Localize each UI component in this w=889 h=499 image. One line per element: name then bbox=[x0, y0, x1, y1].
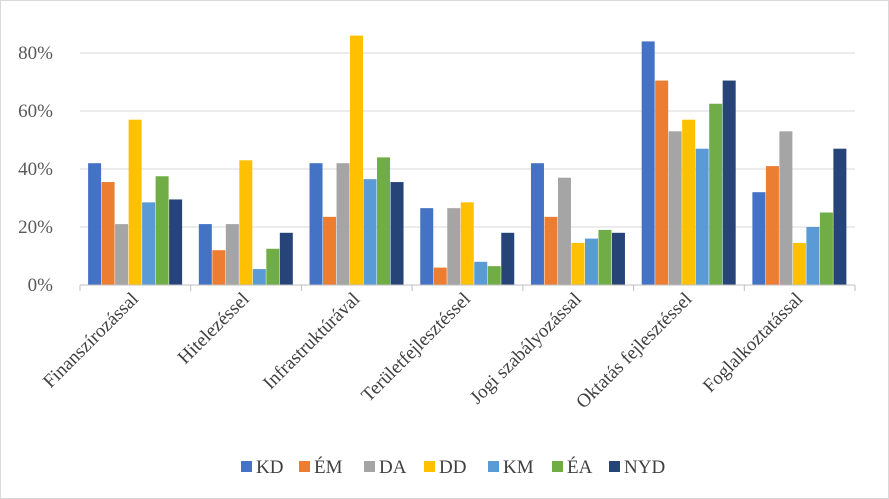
bar-ÉM-4 bbox=[544, 216, 558, 285]
x-axis bbox=[79, 284, 856, 291]
bar-DA-3 bbox=[447, 208, 461, 285]
bar-KD-6 bbox=[752, 192, 766, 285]
legend-swatch-KD bbox=[241, 461, 252, 472]
bar-NYD-3 bbox=[501, 232, 515, 285]
bar-ÉA-4 bbox=[598, 229, 612, 285]
bar-DD-0 bbox=[128, 119, 142, 285]
x-category-label: Oktatás fejlesztéssel bbox=[572, 289, 696, 413]
bar-NYD-1 bbox=[279, 232, 293, 285]
bar-NYD-4 bbox=[611, 232, 625, 285]
legend: KD ÉM DA DD KM ÉA NYD bbox=[241, 456, 665, 478]
bar-ÉM-6 bbox=[765, 166, 779, 285]
bar-ÉM-1 bbox=[212, 250, 226, 285]
bar-KM-4 bbox=[584, 238, 598, 285]
bar-KM-3 bbox=[474, 261, 488, 285]
bar-DA-0 bbox=[115, 224, 129, 285]
bar-DD-2 bbox=[350, 35, 364, 285]
bar-KD-5 bbox=[641, 41, 655, 286]
legend-label-ÉA: ÉA bbox=[567, 456, 593, 478]
bar-ÉM-3 bbox=[433, 267, 447, 285]
bar-DA-4 bbox=[557, 177, 571, 285]
bar-KD-2 bbox=[309, 163, 323, 285]
bar-ÉA-6 bbox=[819, 212, 833, 285]
bar-ÉM-2 bbox=[323, 216, 337, 285]
bar-KD-4 bbox=[530, 163, 544, 285]
x-category-label: Finanszírozással bbox=[39, 289, 143, 393]
y-tick-label: 60% bbox=[18, 101, 53, 122]
legend-swatch-ÉA bbox=[552, 461, 563, 472]
legend-label-DA: DA bbox=[379, 457, 407, 478]
bar-ÉA-2 bbox=[377, 157, 391, 285]
bar-DD-6 bbox=[792, 242, 806, 285]
bar-NYD-0 bbox=[169, 199, 183, 285]
legend-label-KM: KM bbox=[503, 457, 534, 478]
legend-swatch-NYD bbox=[609, 461, 620, 472]
x-category-label: Infrastruktúrával bbox=[259, 289, 364, 394]
bars bbox=[88, 35, 847, 286]
bar-KD-0 bbox=[88, 163, 102, 285]
bar-DD-1 bbox=[239, 160, 253, 285]
bar-KM-5 bbox=[695, 148, 709, 285]
x-axis-category-labels: Finanszírozással Hitelezéssel Infrastruktú… bbox=[39, 289, 807, 413]
bar-ÉA-5 bbox=[709, 103, 723, 285]
y-tick-label: 0% bbox=[28, 275, 54, 296]
bar-KM-2 bbox=[363, 179, 377, 285]
bar-DA-5 bbox=[668, 131, 682, 285]
bar-DD-3 bbox=[460, 202, 474, 285]
y-tick-label: 20% bbox=[18, 217, 53, 238]
bar-ÉA-0 bbox=[155, 176, 169, 285]
legend-label-DD: DD bbox=[439, 457, 466, 478]
legend-swatch-KM bbox=[488, 461, 499, 472]
y-axis-tick-labels: 0% 20% 40% 60% 80% bbox=[18, 43, 53, 296]
x-category-label: Foglalkoztatással bbox=[699, 289, 807, 397]
bar-DA-2 bbox=[336, 163, 350, 285]
legend-label-ÉM: ÉM bbox=[314, 456, 343, 478]
bar-NYD-5 bbox=[722, 80, 736, 285]
bar-KD-1 bbox=[198, 224, 212, 285]
legend-swatch-ÉM bbox=[299, 461, 310, 472]
legend-label-NYD: NYD bbox=[624, 457, 665, 478]
bar-DD-4 bbox=[571, 242, 585, 285]
gridlines bbox=[80, 52, 855, 228]
bar-KM-1 bbox=[252, 269, 266, 285]
x-category-label: Jogi szabályozással bbox=[466, 289, 586, 409]
bar-DA-6 bbox=[779, 131, 793, 285]
bar-ÉA-1 bbox=[266, 248, 280, 285]
legend-swatch-DD bbox=[424, 461, 435, 472]
y-tick-label: 80% bbox=[18, 43, 53, 64]
bar-ÉM-0 bbox=[101, 182, 115, 285]
bar-DD-5 bbox=[682, 119, 696, 285]
bar-DA-1 bbox=[225, 224, 239, 285]
bar-NYD-2 bbox=[390, 182, 404, 285]
y-tick-label: 40% bbox=[18, 159, 53, 180]
bar-KM-6 bbox=[806, 227, 820, 285]
x-category-label: Hitelezéssel bbox=[174, 289, 254, 369]
legend-label-KD: KD bbox=[256, 457, 283, 478]
bar-ÉA-3 bbox=[487, 266, 501, 285]
bar-KM-0 bbox=[142, 202, 156, 285]
x-category-label: Területfejlesztéssel bbox=[357, 289, 475, 407]
bar-ÉM-5 bbox=[655, 80, 669, 285]
legend-swatch-DA bbox=[364, 461, 375, 472]
bar-KD-3 bbox=[420, 208, 434, 285]
bar-NYD-6 bbox=[833, 148, 847, 285]
